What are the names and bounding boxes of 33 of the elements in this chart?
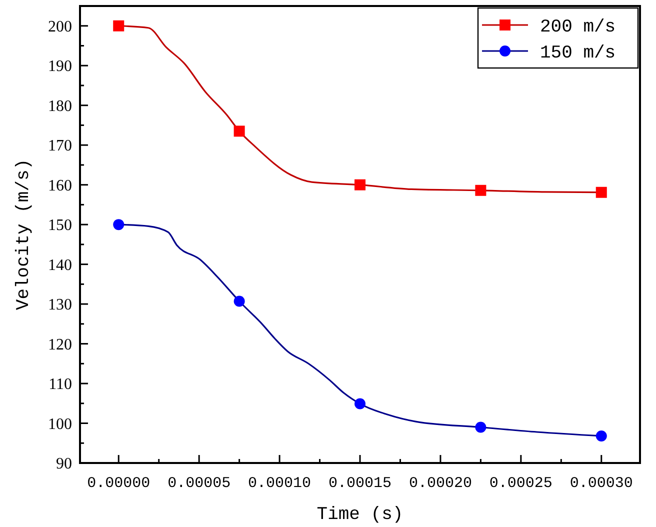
point [354, 179, 366, 190]
y-tick-label: 180 [48, 98, 72, 115]
x-tick-label: 0.00020 [408, 475, 472, 492]
y-tick-label: 190 [48, 58, 72, 76]
x-tick-label: 0.00030 [570, 475, 633, 492]
x-tick-label: 0.00015 [328, 475, 392, 492]
point [475, 422, 486, 433]
y-tick-label: 200 [48, 18, 72, 36]
point [596, 430, 607, 442]
point [596, 186, 607, 198]
y-tick-label: 130 [48, 296, 72, 314]
x-axis-title: Time (s) [316, 505, 404, 525]
point [354, 398, 366, 410]
y-tick-label: 170 [48, 138, 72, 155]
point [234, 296, 245, 307]
x-tick-label: 0.00005 [168, 475, 231, 492]
y-tick-label: 140 [48, 256, 72, 274]
y-tick-label: 160 [48, 177, 72, 194]
y-tick-label: 100 [48, 416, 72, 433]
x-tick-label: 0.00010 [248, 475, 312, 492]
x-tick-label: 0.00025 [489, 475, 552, 492]
x-tick-label: 0.00000 [87, 475, 150, 492]
legend-label: 200 m/s [540, 17, 616, 38]
point [475, 184, 486, 196]
y-tick-label: 150 [48, 217, 72, 234]
y-axis-title: Velocity (m/s) [14, 158, 34, 310]
point [234, 126, 245, 137]
y-tick-label: 110 [48, 376, 72, 394]
point [113, 219, 124, 230]
y-tick-label: 90 [56, 456, 72, 473]
legend-label: 150 m/s [540, 43, 616, 64]
point [113, 20, 124, 32]
y-tick-label: 120 [48, 336, 72, 354]
